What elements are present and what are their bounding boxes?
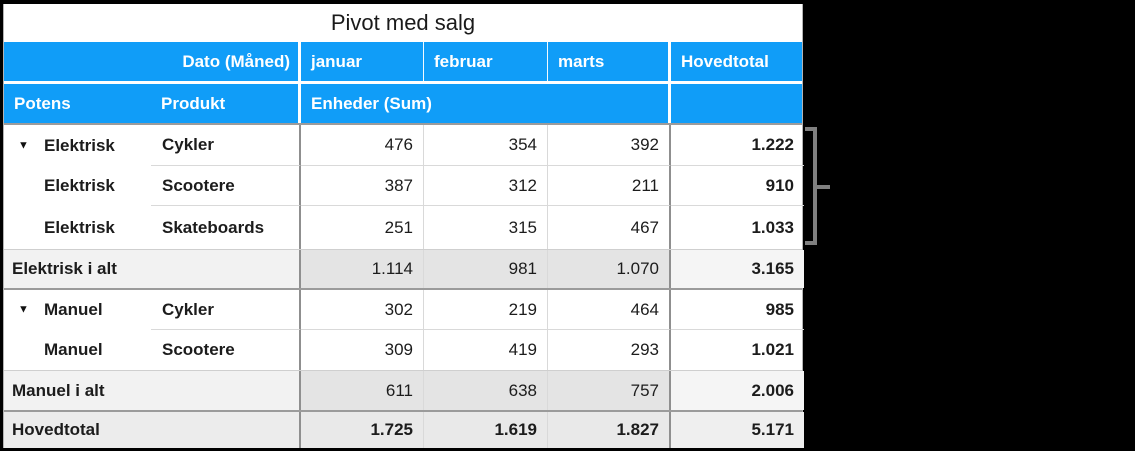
value-cell[interactable]: 419 (424, 330, 548, 370)
subtotal-row: Manuel i alt 611 638 757 2.006 (4, 370, 804, 412)
header-cell-blank[interactable] (671, 84, 804, 123)
header-cell-marts[interactable]: marts (548, 42, 671, 81)
value-cell[interactable]: 476 (301, 125, 424, 166)
row-total-cell[interactable]: 1.021 (751, 340, 794, 359)
value-cell[interactable]: 211 (548, 166, 671, 206)
product-cell[interactable]: Scootere (151, 166, 301, 206)
group-bracket-bottom-tick (805, 241, 817, 245)
row-group-cell[interactable]: ▼ Manuel (4, 290, 151, 330)
header-cell-enheder-sum[interactable]: Enheder (Sum) (301, 84, 671, 123)
subtotal-total-cell[interactable]: 3.165 (671, 250, 804, 288)
subtotal-value-cell[interactable]: 611 (301, 371, 424, 410)
header-cell-hovedtotal[interactable]: Hovedtotal (681, 51, 769, 71)
group-label: Manuel (44, 340, 103, 359)
field-header-row: Potens Produkt Enheder (Sum) (4, 84, 802, 123)
value-cell[interactable]: 309 (301, 330, 424, 370)
value-cell[interactable]: 315 (424, 206, 548, 249)
row-total-cell[interactable]: 1.222 (671, 125, 804, 166)
row-group-cell[interactable]: Manuel (4, 330, 151, 370)
table-body: ▼ Elektrisk Cykler 476 354 392 1.222 Ele… (4, 123, 804, 448)
value-cell[interactable]: 392 (548, 125, 671, 166)
value-cell[interactable]: 293 (548, 330, 671, 370)
disclosure-triangle-icon[interactable]: ▼ (18, 139, 29, 151)
group-label: Elektrisk (44, 135, 115, 155)
row-total-cell[interactable]: 985 (671, 290, 804, 330)
value-cell[interactable]: 219 (424, 290, 548, 330)
grand-total-value-cell[interactable]: 1.725 (301, 412, 424, 448)
group-label: Elektrisk (44, 217, 115, 237)
value-cell[interactable]: 354 (424, 125, 548, 166)
subtotal-value-cell[interactable]: 1.070 (548, 250, 671, 288)
group-bracket (813, 127, 817, 245)
row-total-cell[interactable]: 1.033 (751, 217, 794, 237)
group-bracket-top-tick (805, 127, 817, 131)
group-label: Manuel (44, 300, 103, 319)
grand-total-label-cell[interactable]: Hovedtotal (4, 412, 301, 448)
table-title[interactable]: Pivot med salg (4, 4, 802, 42)
value-cell[interactable]: 467 (548, 206, 671, 249)
row-group-cell[interactable]: ▼ Elektrisk (4, 125, 151, 166)
header-cell-produkt[interactable]: Produkt (151, 84, 301, 123)
product-cell[interactable]: Skateboards (151, 206, 301, 249)
grand-total-value-cell[interactable]: 1.619 (424, 412, 548, 448)
group-bracket-handle (817, 185, 830, 189)
table-row: ▼ Manuel Cykler 302 219 464 985 (4, 290, 804, 330)
value-cell[interactable]: 387 (301, 166, 424, 206)
product-cell[interactable]: Cykler (151, 125, 301, 166)
row-group-cell[interactable]: Elektrisk (4, 206, 151, 249)
grand-total-total-cell[interactable]: 5.171 (671, 412, 804, 448)
header-cell-januar[interactable]: januar (301, 42, 424, 81)
header-cell-dato-maaned[interactable]: Dato (Måned) (4, 42, 301, 81)
header-cell-februar[interactable]: februar (424, 42, 548, 81)
grand-total-row: Hovedtotal 1.725 1.619 1.827 5.171 (4, 412, 804, 448)
product-cell[interactable]: Scootere (151, 330, 301, 370)
table-row: Elektrisk Skateboards 251 315 467 1.033 (4, 206, 802, 249)
header-divider (4, 81, 802, 84)
table-row: Manuel Scootere 309 419 293 1.021 (4, 330, 802, 370)
table-row: Elektrisk Scootere 387 312 211 910 (4, 166, 804, 206)
product-cell[interactable]: Cykler (151, 290, 301, 330)
group-label: Elektrisk (44, 176, 115, 195)
value-cell[interactable]: 302 (301, 290, 424, 330)
subtotal-row: Elektrisk i alt 1.114 981 1.070 3.165 (4, 249, 804, 290)
header-cell-potens[interactable]: Potens (14, 93, 71, 113)
grand-total-value-cell[interactable]: 1.827 (548, 412, 671, 448)
value-cell[interactable]: 312 (424, 166, 548, 206)
row-group-cell[interactable]: Elektrisk (4, 166, 151, 206)
pivot-table: Pivot med salg Dato (Måned) januar febru… (3, 4, 804, 448)
value-cell[interactable]: 464 (548, 290, 671, 330)
disclosure-triangle-icon[interactable]: ▼ (18, 303, 29, 316)
subtotal-total-cell[interactable]: 2.006 (671, 371, 804, 410)
column-header-row: Dato (Måned) januar februar marts Hovedt… (4, 42, 802, 81)
table-row: ▼ Elektrisk Cykler 476 354 392 1.222 (4, 125, 804, 166)
subtotal-value-cell[interactable]: 1.114 (301, 250, 424, 288)
subtotal-label-cell[interactable]: Manuel i alt (4, 371, 301, 410)
subtotal-label-cell[interactable]: Elektrisk i alt (4, 250, 301, 288)
subtotal-value-cell[interactable]: 981 (424, 250, 548, 288)
subtotal-value-cell[interactable]: 757 (548, 371, 671, 410)
subtotal-value-cell[interactable]: 638 (424, 371, 548, 410)
row-total-cell[interactable]: 910 (671, 166, 804, 206)
value-cell[interactable]: 251 (301, 206, 424, 249)
